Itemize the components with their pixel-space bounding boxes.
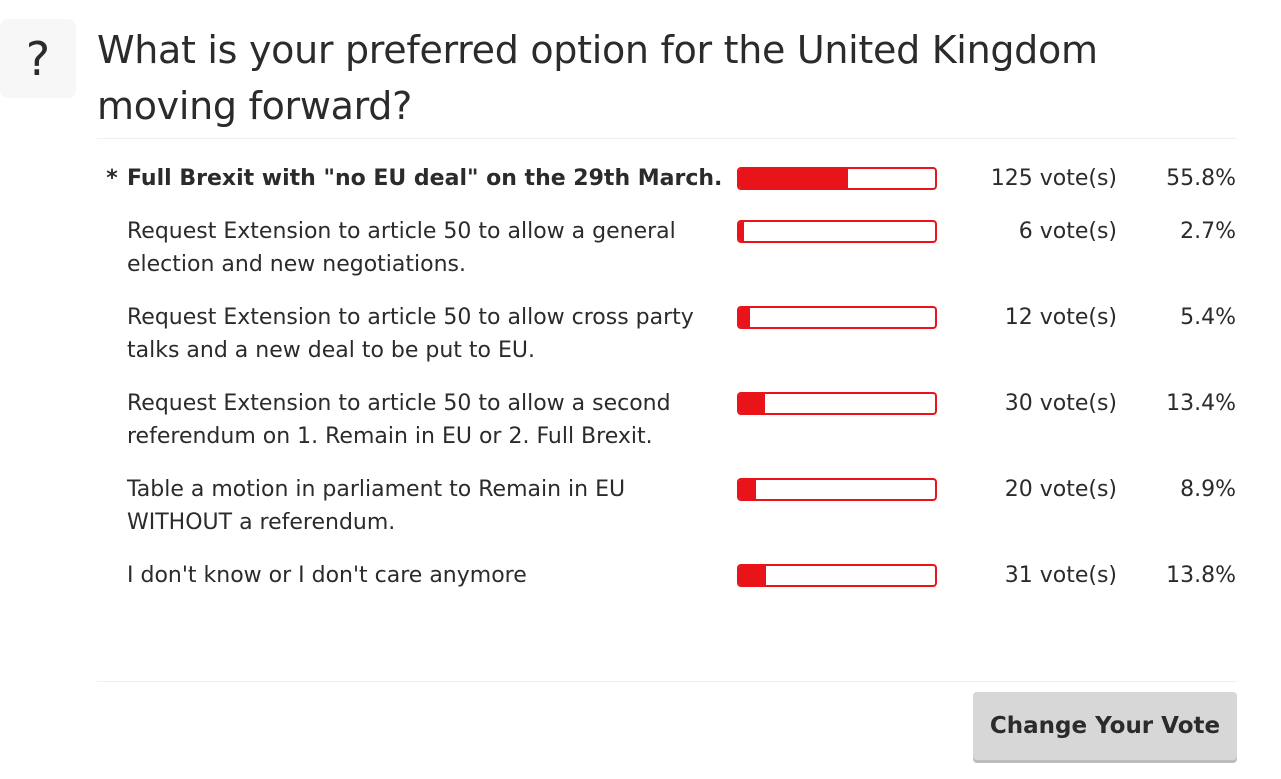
poll-question: What is your preferred option for the Un… [97, 28, 1098, 128]
vote-count: 12 vote(s) [1004, 305, 1117, 330]
result-bar-fill [739, 222, 745, 241]
vote-percent: 55.8% [1166, 166, 1236, 191]
result-bar-fill [739, 566, 767, 585]
poll-option-row: Request Extension to article 50 to allow… [97, 205, 1237, 291]
option-label: Request Extension to article 50 to allow… [127, 305, 694, 363]
result-bar-fill [739, 169, 849, 188]
poll-option-row: * Full Brexit with "no EU deal" on the 2… [97, 152, 1237, 205]
divider [97, 138, 1237, 139]
vote-count: 30 vote(s) [1004, 391, 1117, 416]
poll-option-row: I don't know or I don't care anymore 31 … [97, 549, 1237, 602]
result-bar-fill [739, 480, 757, 499]
selected-marker: * [106, 166, 118, 191]
vote-count: 20 vote(s) [1004, 477, 1117, 502]
result-bar [737, 564, 937, 587]
result-bar-fill [739, 394, 766, 413]
poll-option-row: Request Extension to article 50 to allow… [97, 377, 1237, 463]
change-vote-button[interactable]: Change Your Vote [973, 692, 1237, 760]
result-bar-fill [739, 308, 750, 327]
option-label: Full Brexit with "no EU deal" on the 29t… [127, 166, 723, 191]
option-label: Request Extension to article 50 to allow… [127, 219, 676, 277]
result-bar [737, 306, 937, 329]
vote-percent: 13.4% [1166, 391, 1236, 416]
poll-results: * Full Brexit with "no EU deal" on the 2… [97, 152, 1237, 602]
result-bar [737, 220, 937, 243]
option-label: Table a motion in parliament to Remain i… [127, 477, 626, 535]
result-bar [737, 478, 937, 501]
poll-option-row: Table a motion in parliament to Remain i… [97, 463, 1237, 549]
vote-percent: 13.8% [1166, 563, 1236, 588]
result-bar [737, 167, 937, 190]
vote-count: 6 vote(s) [1018, 219, 1117, 244]
question-mark-icon: ? [0, 19, 76, 98]
vote-percent: 5.4% [1180, 305, 1236, 330]
vote-count: 125 vote(s) [990, 166, 1117, 191]
vote-percent: 8.9% [1180, 477, 1236, 502]
vote-count: 31 vote(s) [1004, 563, 1117, 588]
option-label: Request Extension to article 50 to allow… [127, 391, 671, 449]
vote-percent: 2.7% [1180, 219, 1236, 244]
option-label: I don't know or I don't care anymore [127, 563, 527, 588]
poll-option-row: Request Extension to article 50 to allow… [97, 291, 1237, 377]
divider [97, 681, 1237, 682]
result-bar [737, 392, 937, 415]
